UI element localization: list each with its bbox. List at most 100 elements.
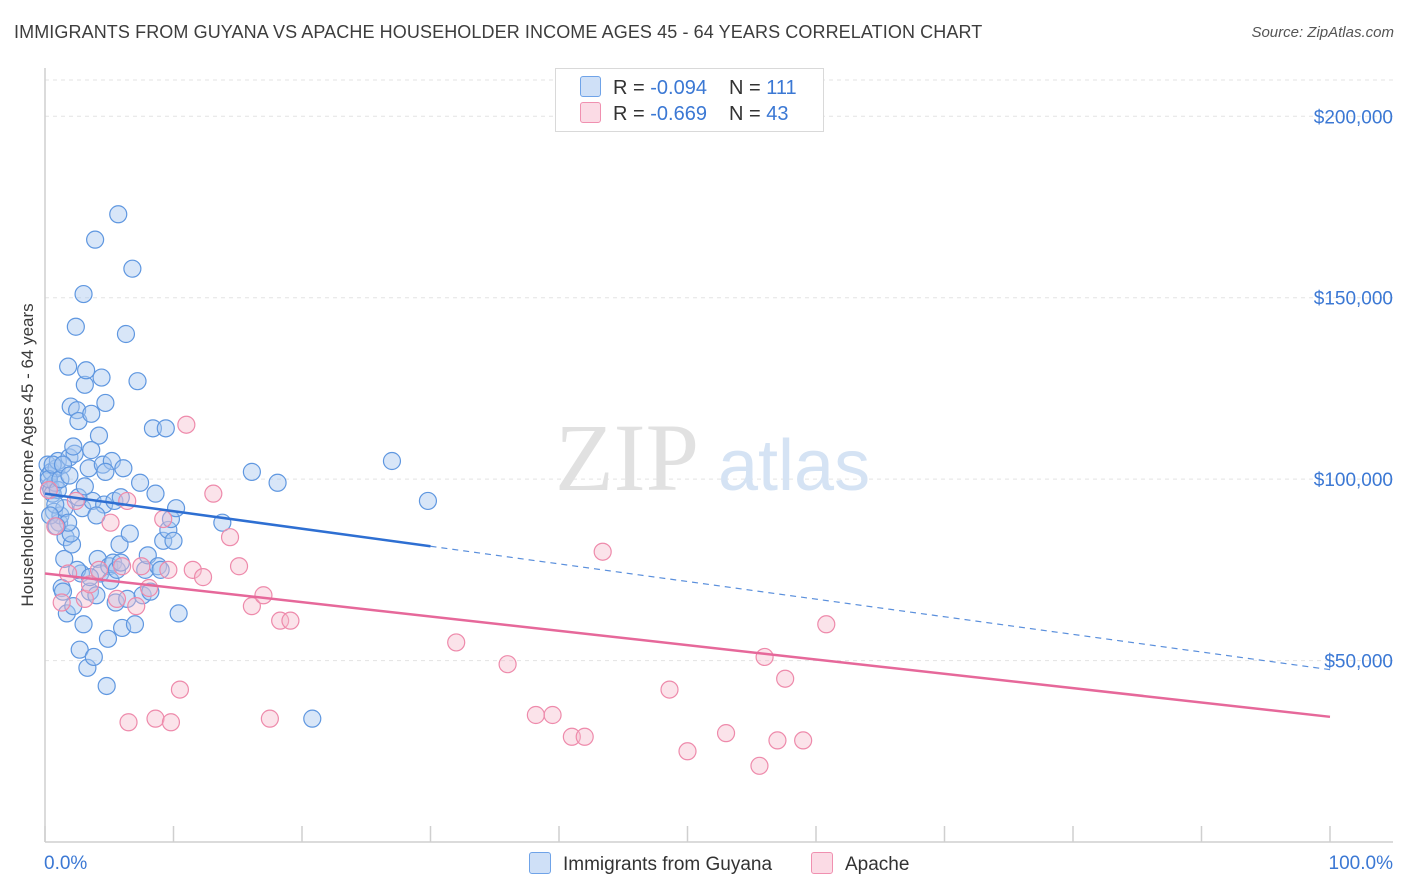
point-guyana (143, 419, 163, 438)
point-guyana (70, 640, 89, 659)
point-guyana (120, 524, 139, 543)
legend-item-guyana[interactable]: Immigrants from Guyana (529, 852, 772, 876)
point-guyana (97, 676, 116, 696)
legend-swatch-guyana (580, 76, 601, 97)
point-apache (161, 713, 181, 732)
point-apache (593, 542, 612, 561)
point-apache (139, 578, 159, 598)
point-apache (260, 709, 279, 728)
point-guyana (77, 361, 96, 380)
point-guyana (55, 549, 74, 569)
point-guyana (41, 506, 60, 525)
point-guyana (98, 629, 118, 648)
point-guyana (242, 462, 261, 481)
point-apache (678, 742, 697, 761)
point-guyana (128, 372, 147, 391)
point-apache (204, 484, 223, 503)
legend-item-apache[interactable]: Apache (811, 852, 909, 876)
point-apache (183, 560, 202, 579)
point-guyana (57, 604, 76, 623)
legend-row-guyana: R = -0.094 N = 111 (580, 76, 797, 100)
point-guyana (102, 451, 121, 471)
point-guyana (382, 451, 402, 471)
point-guyana (268, 473, 287, 492)
points-layer (38, 205, 836, 775)
point-guyana (64, 597, 83, 616)
point-guyana (109, 205, 128, 224)
point-apache (220, 528, 240, 547)
point-guyana (303, 709, 322, 728)
point-apache (107, 589, 127, 608)
point-apache (101, 513, 120, 532)
point-guyana (82, 441, 101, 460)
legend-r-label: R = (613, 103, 651, 125)
point-apache (59, 564, 78, 583)
point-guyana (87, 586, 106, 605)
y-tick-label: $200,000 (1314, 107, 1393, 128)
point-apache (170, 680, 190, 699)
y-tick-label: $100,000 (1314, 470, 1393, 491)
point-apache (154, 509, 173, 529)
point-guyana (61, 524, 80, 543)
legend-n-label: N = (728, 77, 767, 99)
watermark: ZIP atlas (555, 404, 870, 511)
point-apache (112, 557, 132, 576)
legend-r-value: -0.669 (650, 103, 707, 125)
point-guyana (87, 506, 106, 525)
point-apache (52, 593, 71, 612)
point-apache (281, 611, 300, 630)
trend-line-guyana (44, 492, 431, 548)
point-guyana (159, 520, 178, 540)
point-guyana (116, 324, 136, 344)
point-apache (660, 680, 679, 699)
x-tick-label-max: 100.0% (1329, 853, 1394, 874)
point-guyana (64, 437, 83, 456)
point-apache (66, 491, 85, 511)
trend-lines (44, 492, 1331, 719)
source-note: Source: ZipAtlas.com (1251, 24, 1394, 41)
legend-swatch-apache (580, 102, 601, 123)
point-guyana (96, 462, 115, 481)
point-guyana (75, 375, 94, 394)
point-apache (562, 727, 581, 746)
point-apache (817, 615, 836, 634)
point-guyana (146, 484, 165, 503)
point-apache (498, 655, 517, 674)
point-apache (89, 560, 109, 579)
legend-r-label: R = (613, 77, 651, 99)
point-guyana (92, 368, 111, 387)
chart-title: IMMIGRANTS FROM GUYANA VS APACHE HOUSEHO… (14, 22, 983, 42)
point-apache (768, 731, 787, 750)
point-guyana (53, 455, 73, 474)
point-guyana (418, 491, 438, 511)
point-guyana (96, 393, 115, 413)
point-guyana (93, 455, 112, 474)
legend-swatch-guyana (529, 852, 551, 874)
point-guyana (82, 404, 101, 423)
stats-legend: R = -0.094 N = 111 R = -0.669 N = 43 (555, 68, 824, 132)
point-guyana (43, 455, 62, 474)
point-guyana (84, 647, 103, 667)
point-guyana (74, 615, 93, 634)
point-apache (750, 756, 769, 775)
point-apache (755, 647, 774, 667)
legend-label-guyana: Immigrants from Guyana (563, 854, 773, 875)
point-apache (543, 705, 562, 725)
point-apache (159, 560, 178, 579)
point-guyana (55, 499, 74, 518)
point-apache (127, 597, 146, 616)
point-guyana (169, 604, 188, 623)
legend-n-value: 111 (766, 77, 797, 99)
watermark-zip: ZIP (555, 404, 699, 511)
point-apache (46, 517, 65, 536)
legend-row-apache: R = -0.669 N = 43 (580, 102, 788, 126)
point-apache (271, 611, 290, 630)
point-guyana (123, 259, 142, 278)
point-apache (119, 713, 138, 732)
point-guyana (114, 459, 133, 478)
legend-label-apache: Apache (845, 854, 910, 875)
trend-line-apache (44, 572, 1331, 719)
point-apache (146, 709, 165, 728)
gridlines (45, 79, 1393, 662)
point-guyana (75, 477, 94, 496)
